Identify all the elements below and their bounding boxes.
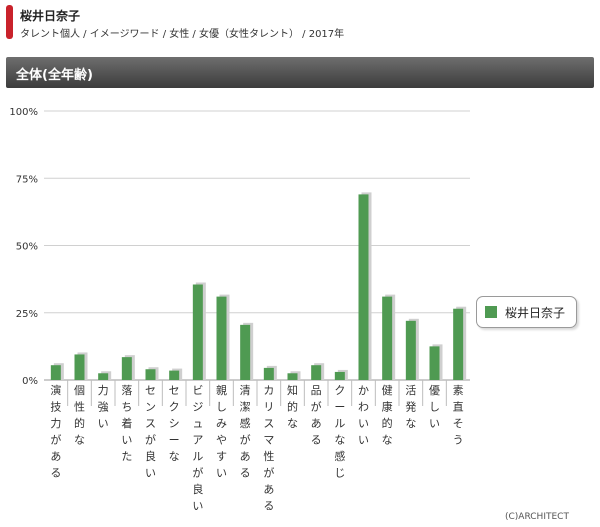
x-tick-label: センスが良い bbox=[145, 384, 156, 480]
copyright: (C)ARCHITECT bbox=[505, 512, 569, 522]
y-tick-label: 75% bbox=[16, 174, 38, 185]
bar bbox=[334, 371, 345, 380]
section-title: 全体(全年齢) bbox=[16, 68, 93, 83]
legend-swatch bbox=[485, 306, 497, 318]
bar-chart: 0% 25% 50% 75% 100% 演技力がある 個性的な 力強い 落ち着いた センスが良い セ… bbox=[9, 107, 470, 510]
x-tick-label: 演技力がある bbox=[50, 383, 61, 480]
x-tick-label: 個性的な bbox=[74, 384, 85, 447]
bar bbox=[240, 324, 251, 380]
x-tick-label: 品がある bbox=[311, 384, 322, 447]
y-tick-label: 0% bbox=[22, 376, 38, 387]
person-name: 桜井日奈子 bbox=[20, 9, 81, 23]
x-tick-label: 清潔感がある bbox=[240, 384, 251, 480]
bar bbox=[121, 357, 132, 380]
x-tick-label: かわいい bbox=[358, 384, 369, 447]
legend-label: 桜井日奈子 bbox=[505, 306, 566, 320]
bar bbox=[169, 370, 180, 380]
bar bbox=[358, 194, 369, 380]
accent-bar bbox=[6, 5, 13, 39]
breadcrumb: タレント個人 / イメージワード / 女性 / 女優（女性タレント） / 201… bbox=[20, 29, 345, 40]
x-tick-label: 健康的な bbox=[382, 384, 393, 447]
bar bbox=[74, 354, 85, 380]
x-tick-label: 活発な bbox=[405, 384, 416, 430]
x-tick-label: 素直そう bbox=[453, 384, 464, 447]
y-tick-label: 50% bbox=[16, 242, 38, 253]
header: 桜井日奈子 タレント個人 / イメージワード / 女性 / 女優（女性タレント）… bbox=[0, 0, 600, 44]
bar bbox=[429, 346, 440, 380]
bar bbox=[192, 284, 203, 380]
bar bbox=[263, 367, 274, 380]
x-tick-label: 力強い bbox=[98, 384, 109, 430]
bar bbox=[287, 373, 298, 380]
x-tick-label: 優しい bbox=[429, 384, 440, 430]
bar bbox=[311, 365, 322, 380]
y-tick-label: 25% bbox=[16, 309, 38, 320]
x-tick-label: 知的な bbox=[287, 383, 298, 430]
x-tick-label: セクシーな bbox=[169, 384, 180, 463]
section-bar: 全体(全年齢) bbox=[6, 57, 594, 88]
x-tick-label: ビジュアルが良い bbox=[192, 384, 203, 510]
bar bbox=[50, 365, 61, 380]
y-tick-label: 100% bbox=[9, 107, 38, 118]
bar bbox=[216, 296, 227, 380]
x-tick-label: クールな感じ bbox=[334, 384, 345, 480]
legend: 桜井日奈子 bbox=[476, 296, 577, 328]
bar bbox=[453, 308, 464, 380]
bar bbox=[145, 369, 156, 380]
bar bbox=[98, 373, 109, 380]
x-tick-label: 親しみやすい bbox=[216, 384, 227, 480]
x-tick-label: 落ち着いた bbox=[121, 384, 132, 463]
bar bbox=[382, 296, 393, 380]
x-tick-label: カリスマ性がある bbox=[263, 384, 274, 510]
bar bbox=[405, 320, 416, 380]
